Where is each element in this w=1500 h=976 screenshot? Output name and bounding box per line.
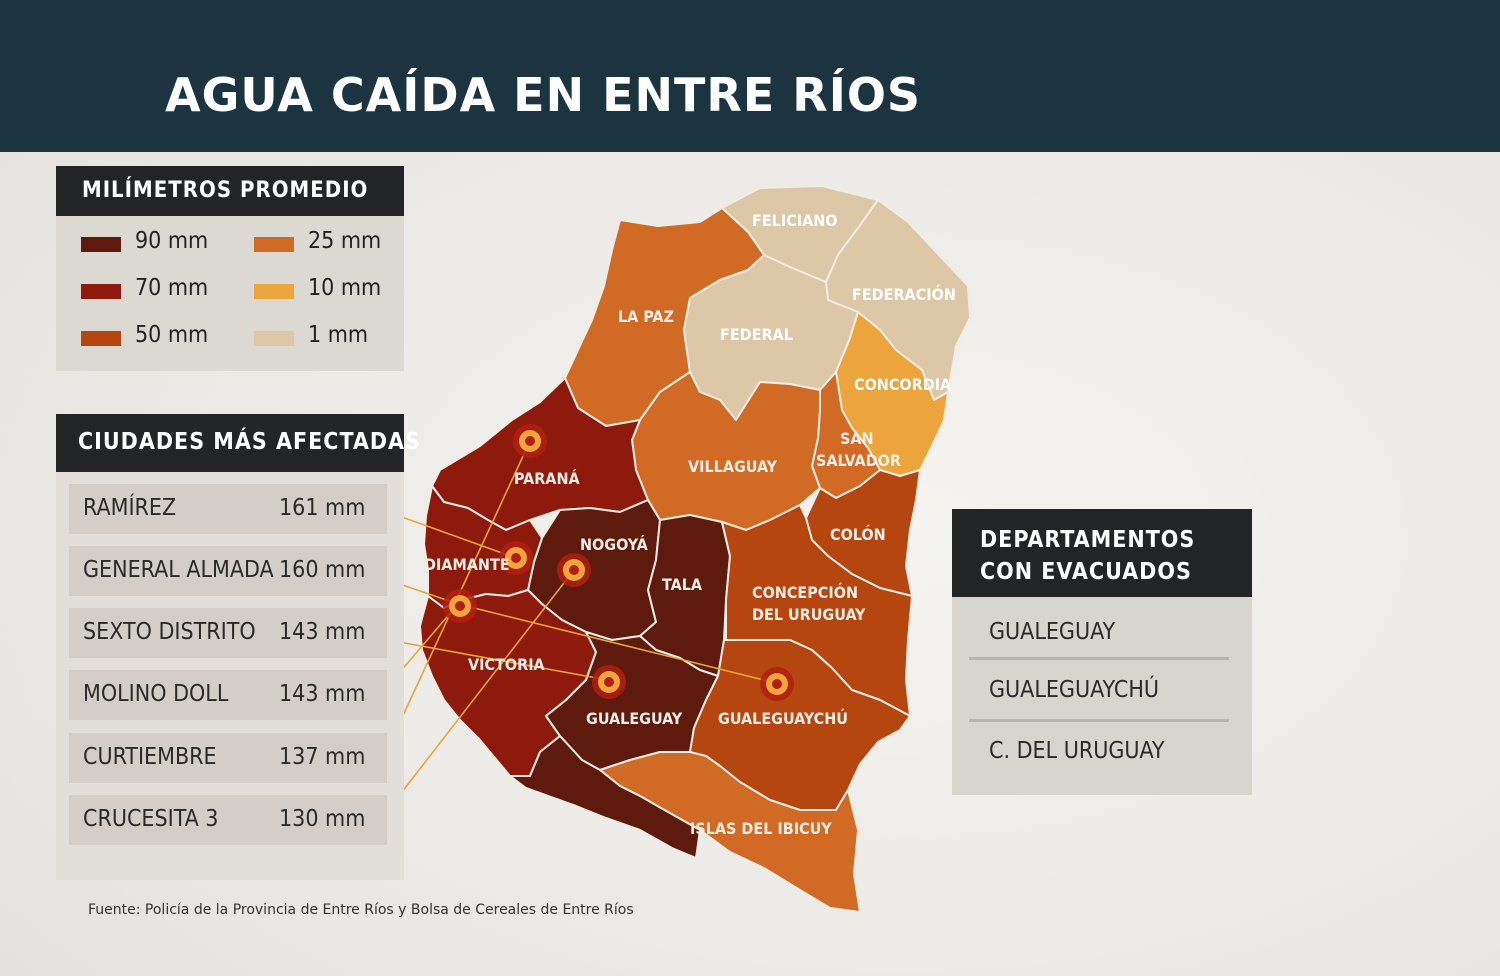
evacuated-item: GUALEGUAYCHÚ (989, 677, 1160, 703)
legend-swatch (81, 237, 121, 252)
city-marker[interactable] (513, 424, 547, 458)
city-marker[interactable] (760, 667, 794, 701)
city-name: MOLINO DOLL (83, 681, 229, 707)
divider (969, 719, 1229, 722)
evacuated-title-line2: CON EVACUADOS (980, 559, 1192, 585)
cities-header: CIUDADES MÁS AFECTADAS (56, 414, 420, 472)
dept-label-federal: FEDERAL (720, 325, 793, 344)
connector-line (387, 639, 609, 681)
legend-swatch (81, 331, 121, 346)
city-marker[interactable] (557, 553, 591, 587)
city-value: 143 mm (279, 681, 366, 707)
legend-swatch (254, 284, 294, 299)
evacuated-item: GUALEGUAY (989, 619, 1116, 645)
evacuated-title-line1: DEPARTAMENTOS (980, 527, 1196, 553)
dept-label-parana: PARANÁ (514, 469, 580, 488)
evacuated-item: C. DEL URUGUAY (989, 738, 1165, 764)
connector-line (387, 511, 517, 559)
city-name: CURTIEMBRE (83, 744, 217, 770)
legend-header: MILÍMETROS PROMEDIO (56, 166, 404, 216)
dept-label-islas: ISLAS DEL IBICUY (690, 819, 832, 838)
evacuated-header: DEPARTAMENTOS CON EVACUADOS (952, 509, 1252, 597)
evacuated-panel: GUALEGUAY GUALEGUAYCHÚ C. DEL URUGUAY (952, 597, 1252, 795)
legend-label: 50 mm (135, 322, 209, 348)
dept-label-villaguay: VILLAGUAY (688, 457, 778, 476)
dept-label-sansalvador-2: SALVADOR (816, 451, 901, 470)
header-bar: AGUA CAÍDA EN ENTRE RÍOS (0, 0, 1500, 152)
legend-swatch (254, 331, 294, 346)
legend-title: MILÍMETROS PROMEDIO (82, 178, 369, 203)
dept-label-diamante: DIAMANTE (424, 555, 510, 574)
city-row: MOLINO DOLL 143 mm (69, 670, 387, 720)
city-row: CURTIEMBRE 137 mm (69, 733, 387, 783)
city-marker[interactable] (592, 665, 626, 699)
dept-victoria-islands[interactable] (509, 735, 701, 859)
city-row: GENERAL ALMADA 160 mm (69, 546, 387, 596)
divider (969, 657, 1229, 660)
dept-label-colon: COLÓN (830, 525, 886, 544)
legend-swatch (254, 237, 294, 252)
dept-label-victoria: VICTORIA (468, 655, 546, 674)
dept-label-concepcion-2: DEL URUGUAY (752, 605, 866, 624)
city-row: RAMÍREZ 161 mm (69, 484, 387, 534)
city-value: 143 mm (279, 619, 366, 645)
legend-label: 10 mm (308, 275, 382, 301)
city-value: 160 mm (279, 557, 366, 583)
city-row: CRUCESITA 3 130 mm (69, 795, 387, 845)
city-marker[interactable] (443, 589, 477, 623)
legend-panel: 90 mm 70 mm 50 mm 25 mm 10 mm 1 mm (56, 216, 404, 371)
dept-label-gualeguay: GUALEGUAY (586, 709, 683, 728)
city-marker[interactable] (499, 541, 533, 575)
city-value: 161 mm (279, 495, 366, 521)
city-value: 137 mm (279, 744, 366, 770)
dept-label-concepcion-1: CONCEPCIÓN (752, 583, 858, 602)
dept-label-concordia: CONCORDIA (854, 375, 952, 394)
connector-line (387, 569, 575, 811)
city-name: RAMÍREZ (83, 495, 177, 521)
connector-line (457, 603, 777, 684)
page-title: AGUA CAÍDA EN ENTRE RÍOS (165, 68, 922, 122)
city-name: SEXTO DISTRITO (83, 619, 256, 645)
legend-label: 1 mm (308, 322, 369, 348)
city-value: 130 mm (279, 806, 366, 832)
dept-label-feliciano: FELICIANO (752, 211, 838, 230)
dept-label-gualeguaychu: GUALEGUAYCHÚ (718, 709, 848, 728)
legend-label: 25 mm (308, 228, 382, 254)
city-row: SEXTO DISTRITO 143 mm (69, 608, 387, 658)
dept-label-sansalvador-1: SAN (840, 429, 874, 448)
dept-label-federacion: FEDERACIÓN (852, 285, 956, 304)
city-name: GENERAL ALMADA (83, 557, 274, 583)
legend-label: 90 mm (135, 228, 209, 254)
legend-label: 70 mm (135, 275, 209, 301)
cities-title: CIUDADES MÁS AFECTADAS (78, 429, 421, 455)
legend-swatch (81, 284, 121, 299)
city-name: CRUCESITA 3 (83, 806, 219, 832)
dept-label-nogoya: NOGOYÁ (580, 535, 649, 554)
dept-label-lapaz: LA PAZ (618, 307, 674, 326)
source-note: Fuente: Policía de la Provincia de Entre… (88, 902, 634, 918)
cities-panel: RAMÍREZ 161 mm GENERAL ALMADA 160 mm SEX… (56, 472, 404, 880)
dept-label-tala: TALA (662, 575, 703, 594)
